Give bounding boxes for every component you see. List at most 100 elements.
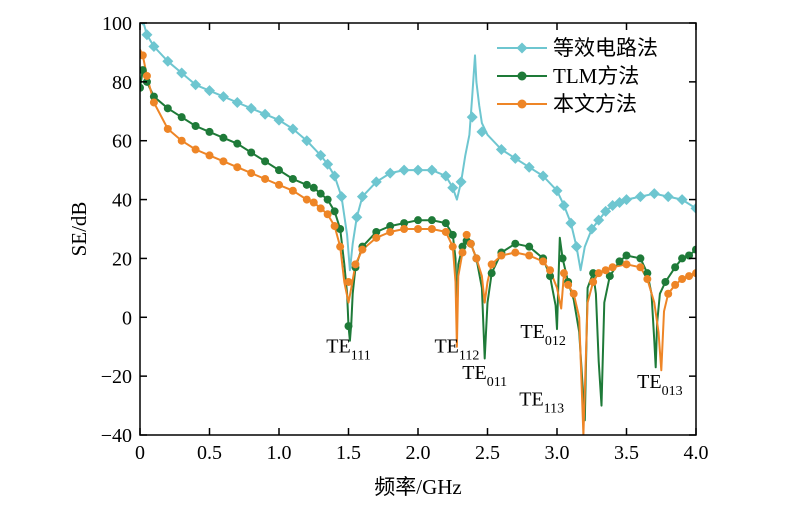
series-3-marker-28 [448,242,457,251]
series-1-marker-37 [570,241,582,253]
series-1-marker-13 [301,135,313,147]
series-2-marker-10 [247,148,256,157]
legend-label-1: 等效电路法 [553,36,658,60]
x-tick-label: 3.0 [545,442,570,464]
series-1-marker-14 [315,149,327,161]
y-tick-label: 20 [112,248,132,270]
series-3-marker-4 [177,136,186,145]
x-tick-label: 4.0 [684,442,709,464]
series-2-marker-4 [163,104,172,113]
series-2-marker-1 [140,66,147,75]
mode-label-TE012: TE012 [520,321,565,349]
series-1-marker-9 [245,102,257,114]
x-tick-label: 2.0 [406,442,431,464]
series-3-marker-37 [539,257,548,266]
series-3-marker-44 [601,266,610,275]
series-2-marker-29 [448,230,457,239]
series-3-marker-51 [678,275,687,284]
mode-label-sub: 012 [545,334,566,349]
x-tick-label: 2.5 [475,442,500,464]
series-3-marker-43 [594,269,603,278]
legend-marker-2 [517,71,527,81]
mode-label-sub: 111 [351,349,371,364]
series-1-marker-34 [551,185,563,197]
series-2-marker-52 [692,245,696,254]
x-tick-label: 1.5 [336,442,361,464]
series-1-marker-12 [287,123,299,135]
series-3-marker-45 [608,263,617,272]
series-2-marker-24 [386,222,395,231]
axes: 0 0.5 1.0 1.5 2.0 2.5 3.0 3.5 4.0 −40 −20 0 20 40 60 80… [67,13,709,499]
series-3-marker-35 [511,248,520,257]
series-3-marker-24 [400,225,409,233]
series-1-marker-44 [634,191,646,203]
y-tick-label: 80 [112,72,132,94]
series-2-marker-6 [191,122,200,130]
series-2-marker-8 [219,133,228,142]
series-3-marker-6 [205,151,214,160]
series-1-marker-26 [447,182,459,194]
y-tick-label: −40 [101,425,132,447]
series-2-marker-42 [589,269,598,278]
series-2-marker-15 [309,183,318,192]
legend-marker-1 [516,42,528,54]
series-2-marker-30 [458,242,467,251]
series-2-marker-20 [344,322,353,331]
series-1-marker-30 [495,144,507,156]
series-2-marker-3 [149,92,158,101]
x-tick-label: 3.5 [614,442,639,464]
series-2-marker-34 [487,269,496,278]
series-2-marker-7 [205,127,214,136]
series-3-marker-40 [564,280,573,289]
series-3-marker-10 [261,174,270,183]
series-2-marker-23 [372,227,381,236]
series-3-marker-26 [427,225,436,233]
series-3-marker-14 [309,198,318,207]
x-tick-label: 0.5 [197,442,222,464]
series-1-marker-27 [455,176,467,188]
series-1-marker-2 [148,41,160,53]
series-2-marker-5 [177,113,186,122]
series-2-marker-49 [671,263,680,272]
series-1-marker-10 [259,108,271,120]
series-1-marker-22 [398,164,410,176]
series-3-marker-16 [323,210,332,219]
series-1-marker-5 [190,79,202,91]
series-3-marker-38 [546,266,555,275]
series-3-marker-13 [302,195,311,204]
series-3-marker-47 [636,263,645,272]
series-3-marker-31 [466,239,475,248]
series-1-marker-7 [217,91,229,103]
series-2-marker-43 [605,272,614,281]
series-2-marker-37 [525,242,534,251]
mode-label-TE113: TE113 [519,389,564,417]
legend-label-3: 本文方法 [553,92,637,116]
series-1-marker-20 [370,176,382,188]
series-1-marker-11 [273,114,285,126]
series-1-marker-19 [356,191,368,203]
series-1-marker-18 [351,211,363,223]
x-tick-label: 1.0 [267,442,292,464]
series-3-marker-18 [336,242,345,251]
series-3-marker-30 [462,230,471,239]
series-3-marker-48 [643,275,652,284]
series-line-2 [140,69,696,422]
legend-marker-3 [517,99,527,109]
series-3-marker-49 [664,289,673,298]
series-1-marker-35 [558,199,570,211]
series-1-marker-15 [322,158,334,170]
mode-label-main: TE [520,321,544,343]
series-markers [140,23,696,331]
series-1-marker-32 [523,161,535,173]
series-3-marker-42 [589,277,598,286]
series-2-marker-44 [615,257,624,266]
series-3-marker-3 [163,124,172,133]
series-2-marker-25 [400,219,409,228]
series-3-marker-23 [386,227,395,236]
series-3-marker-39 [559,269,568,278]
series-1-marker-8 [231,96,243,108]
series-3-marker-2 [149,98,158,107]
series-1-marker-24 [426,164,438,176]
